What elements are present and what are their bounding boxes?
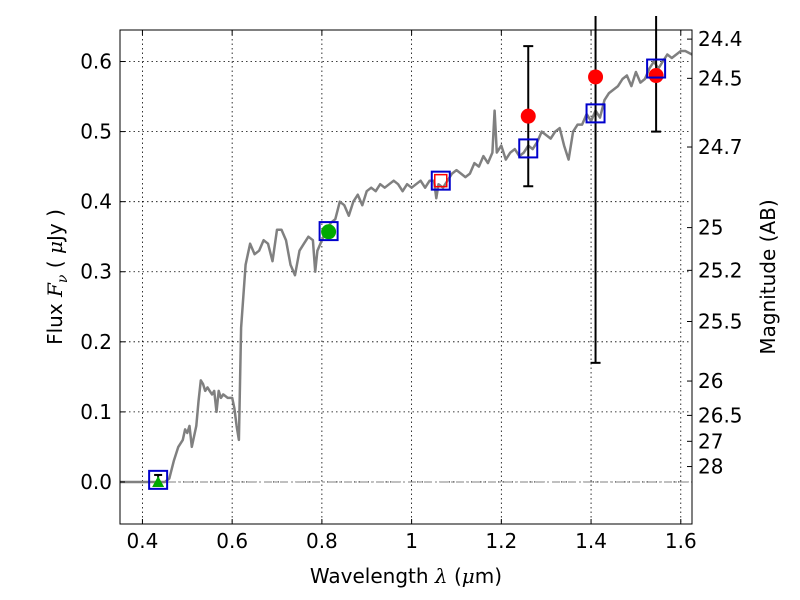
observed-flux-point xyxy=(588,69,604,85)
x-tick-label: 1 xyxy=(405,529,418,553)
right-tick-label: 24.5 xyxy=(698,66,743,90)
x-tick-label: 1.2 xyxy=(485,529,517,553)
y-tick-label: 0.6 xyxy=(80,50,112,74)
y-tick-label: 0.3 xyxy=(80,260,112,284)
model-photometry-box xyxy=(518,138,539,159)
y-axis-symbol: F xyxy=(43,282,67,298)
right-tick-label: 27 xyxy=(698,429,723,453)
red-square-point xyxy=(434,173,448,188)
x-axis-label-prefix: Wavelength xyxy=(310,564,429,588)
observed-flux-point xyxy=(520,108,536,124)
x-tick-label: 0.8 xyxy=(306,529,338,553)
green-circle-point xyxy=(321,224,337,240)
x-tick-label: 0.4 xyxy=(127,529,159,553)
right-tick-label: 26.5 xyxy=(698,403,743,427)
y-axis-unit-mu: μ xyxy=(43,241,67,254)
y-tick-label: 0.2 xyxy=(80,330,112,354)
y-tick-label: 0.4 xyxy=(80,190,112,214)
x-axis-unit-mu: μ xyxy=(462,564,475,588)
right-tick-label: 24.4 xyxy=(698,27,743,51)
sed-model-line xyxy=(120,49,693,484)
model-photometry-box xyxy=(430,170,451,191)
y-axis-label-right: Magnitude (AB) xyxy=(756,199,780,354)
plot-frame xyxy=(119,29,693,525)
right-tick-label: 24.7 xyxy=(698,135,743,159)
y-tick-label: 0.1 xyxy=(80,400,112,424)
right-tick-label: 25 xyxy=(698,216,723,240)
model-photometry-box xyxy=(646,58,667,79)
model-photometry-box xyxy=(148,469,169,490)
x-tick-label: 1.6 xyxy=(665,529,697,553)
green-triangle-point xyxy=(152,475,165,487)
observed-flux-point xyxy=(648,68,664,84)
x-tick-label: 0.6 xyxy=(216,529,248,553)
right-tick-label: 25.5 xyxy=(698,309,743,333)
y-axis-label-left: Flux Fν ( μJy ) xyxy=(43,209,71,345)
x-axis-unit-open: ( xyxy=(448,564,462,588)
right-tick-label: 25.2 xyxy=(698,258,743,282)
right-tick-label: 28 xyxy=(698,455,723,479)
x-axis-unit-rest: m) xyxy=(475,564,502,588)
y-axis-unit-open: ( xyxy=(43,254,67,275)
model-photometry-box xyxy=(318,221,339,242)
y-axis-label-prefix: Flux xyxy=(43,303,67,345)
plot-area xyxy=(120,15,693,490)
axis-ticks: 0.4 0.6 0.8 1 1.2 1.4 1.6 0.0 0.1 0.2 0.3 0.4 0.5 0.6… xyxy=(80,27,742,553)
right-tick-label: 26 xyxy=(698,369,723,393)
x-axis-symbol: λ xyxy=(434,564,448,588)
x-tick-label: 1.4 xyxy=(575,529,607,553)
x-axis-label: Wavelength λ (μm) xyxy=(310,564,502,588)
model-photometry-box xyxy=(585,103,606,124)
y-tick-label: 0.5 xyxy=(80,120,112,144)
y-tick-label: 0.0 xyxy=(80,470,112,494)
y-axis-subscript: ν xyxy=(55,274,71,283)
y-axis-unit-rest: Jy ) xyxy=(43,209,67,243)
